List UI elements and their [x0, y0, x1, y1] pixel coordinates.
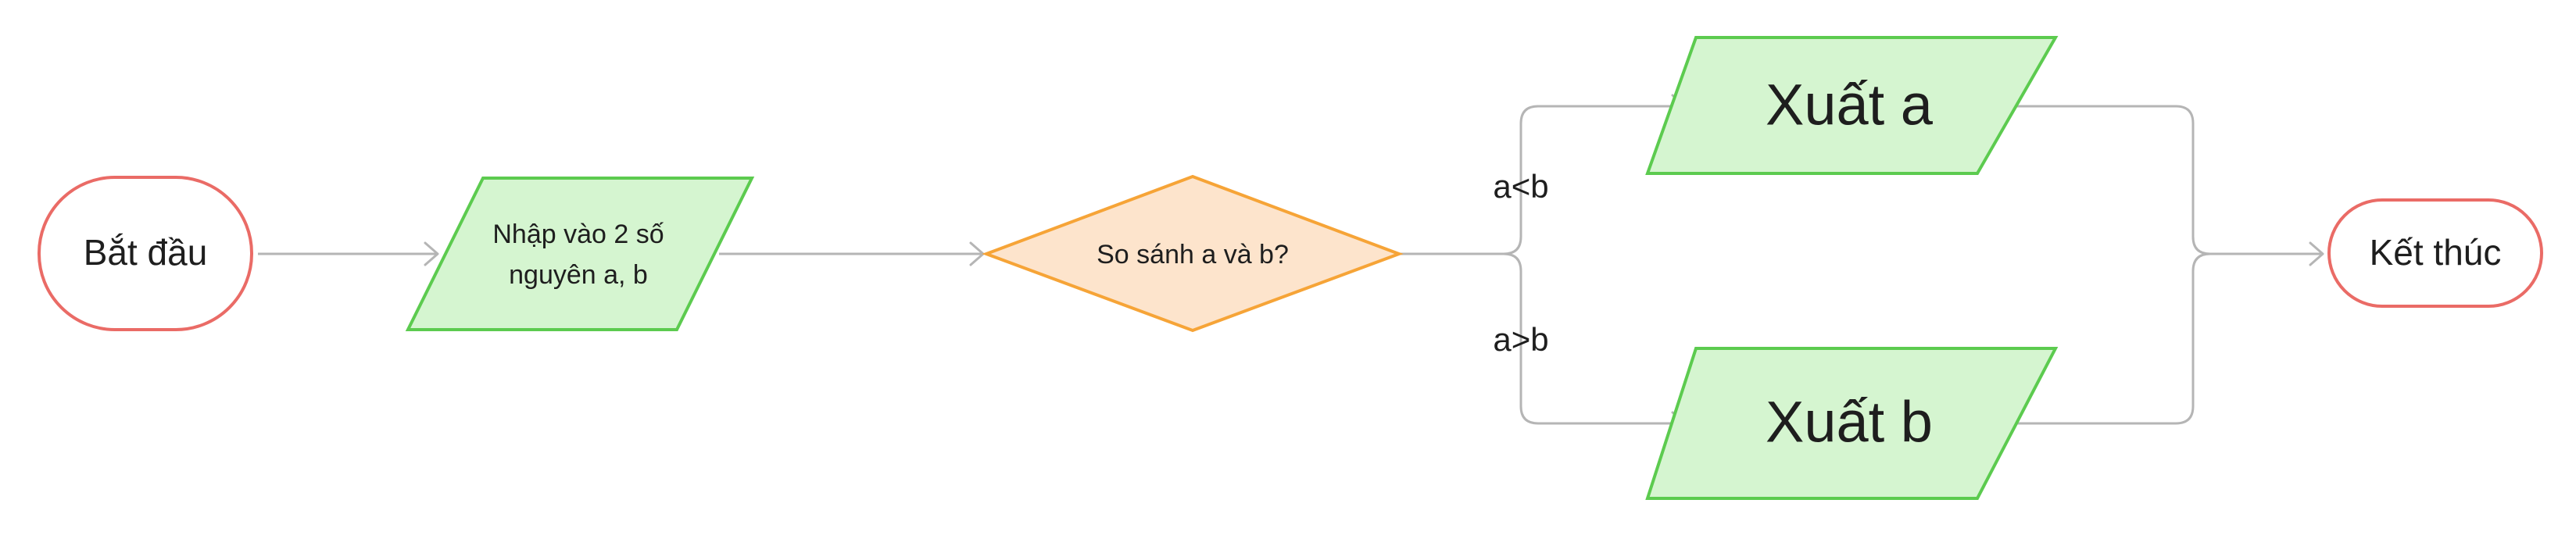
- start-terminal-shape: [38, 176, 253, 331]
- decision-diamond-shape: [982, 174, 1404, 333]
- start-label: Bắt đầu: [84, 232, 208, 273]
- output-b-label: Xuất b: [1766, 390, 1933, 455]
- end-node[interactable]: Kết thúc: [2327, 198, 2543, 308]
- input-node[interactable]: Nhập vào 2 số nguyên a, b: [405, 177, 755, 331]
- branch-label-less: a<b: [1493, 168, 1548, 205]
- output-b-node[interactable]: Xuất b: [1645, 347, 2059, 500]
- end-terminal-shape: [2327, 198, 2543, 308]
- decision-node[interactable]: So sánh a và b?: [982, 174, 1404, 333]
- input-label-line1: Nhập vào 2 số: [492, 220, 664, 249]
- arrowhead-end: [2309, 241, 2324, 266]
- decision-label: So sánh a và b?: [1097, 240, 1289, 270]
- input-parallelogram-shape: [405, 177, 755, 331]
- branch-label-greater: a>b: [1493, 321, 1548, 358]
- output-a-parallelogram-shape: [1645, 36, 2059, 175]
- edge-output-b-to-end: [2016, 252, 2211, 425]
- output-b-parallelogram-shape: [1645, 347, 2059, 500]
- edge-output-a-to-end: [2016, 105, 2323, 255]
- end-label: Kết thúc: [2370, 232, 2502, 273]
- input-label-line2: nguyên a, b: [509, 260, 648, 290]
- edge-decision-to-output-a: [1399, 105, 1685, 255]
- output-a-label: Xuất a: [1766, 73, 1934, 137]
- edge-decision-to-output-b: [1503, 252, 1685, 425]
- arrowhead-input: [424, 241, 439, 266]
- start-node[interactable]: Bắt đầu: [38, 176, 253, 331]
- output-a-node[interactable]: Xuất a: [1645, 36, 2059, 175]
